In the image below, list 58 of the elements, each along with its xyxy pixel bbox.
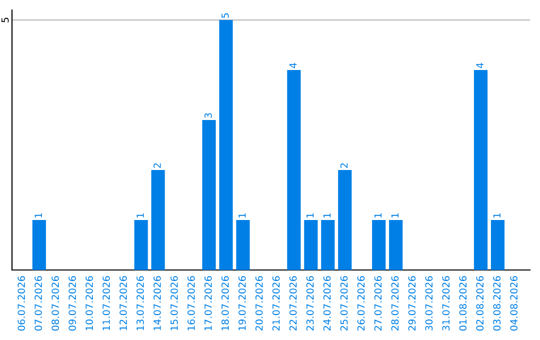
data-label: 1 xyxy=(493,213,500,218)
x-tick-label: 18.07.2026 xyxy=(221,276,229,330)
bar xyxy=(474,70,488,270)
x-tick-label: 26.07.2026 xyxy=(357,276,365,331)
x-tick-label: 08.07.2026 xyxy=(52,276,59,331)
bar xyxy=(338,170,352,270)
bar xyxy=(134,220,148,270)
x-tick-label: 15.07.2026 xyxy=(170,276,178,330)
x-tick-label: 27.07.2026 xyxy=(374,276,382,331)
data-label: 1 xyxy=(391,213,399,218)
data-label: 4 xyxy=(290,62,297,68)
data-label: 4 xyxy=(476,62,484,68)
data-label: 1 xyxy=(323,213,331,218)
x-tick-label: 01.08.2026 xyxy=(459,276,467,331)
x-tick-label: 25.07.2026 xyxy=(340,276,348,331)
x-tick-label: 19.07.2026 xyxy=(238,276,246,330)
data-label: 2 xyxy=(340,163,348,168)
x-tick-label: 04.08.2026 xyxy=(510,276,518,331)
x-tick-label: 14.07.2026 xyxy=(154,276,161,330)
x-tick-label: 28.07.2026 xyxy=(391,276,399,331)
x-tick-label: 06.07.2026 xyxy=(18,276,26,331)
x-tick-label: 22.07.2026 xyxy=(289,276,297,331)
x-tick-label: 13.07.2026 xyxy=(136,276,144,330)
x-tick-label: 17.07.2026 xyxy=(204,276,212,330)
bar xyxy=(490,220,505,270)
x-tick-label: 24.07.2026 xyxy=(323,276,331,331)
data-label: 1 xyxy=(238,213,246,218)
bar xyxy=(219,20,233,270)
x-tick-label: 07.07.2026 xyxy=(34,276,42,331)
data-label: 2 xyxy=(154,163,161,168)
x-tick-label: 31.07.2026 xyxy=(442,276,450,330)
x-tick-label: 20.07.2026 xyxy=(255,276,263,331)
bar xyxy=(32,220,46,270)
x-tick-label: 03.08.2026 xyxy=(493,276,501,331)
bar xyxy=(304,220,318,270)
x-tick-label: 11.07.2026 xyxy=(102,276,110,330)
x-tick-label: 30.07.2026 xyxy=(425,276,433,330)
x-tick-label: 21.07.2026 xyxy=(272,276,280,331)
bar xyxy=(151,170,165,270)
data-label: 1 xyxy=(374,213,382,218)
x-tick-label: 12.07.2026 xyxy=(120,276,127,330)
x-tick-label: 23.07.2026 xyxy=(306,276,314,331)
bar xyxy=(287,70,301,270)
bar xyxy=(372,220,386,270)
bar xyxy=(389,220,403,270)
data-label: 5 xyxy=(222,13,229,18)
x-tick-label: 29.07.2026 xyxy=(408,276,416,331)
data-label: 1 xyxy=(34,213,42,218)
x-tick-label: 16.07.2026 xyxy=(187,276,195,330)
x-tick-label: 02.08.2026 xyxy=(476,276,484,331)
data-label: 3 xyxy=(204,113,212,118)
data-label: 1 xyxy=(306,213,314,218)
data-label: 1 xyxy=(136,213,144,218)
bar xyxy=(321,220,335,270)
bar xyxy=(236,220,250,270)
x-tick-label: 10.07.2026 xyxy=(86,276,93,330)
bar xyxy=(202,120,216,270)
x-tick-label: 09.07.2026 xyxy=(68,276,76,331)
